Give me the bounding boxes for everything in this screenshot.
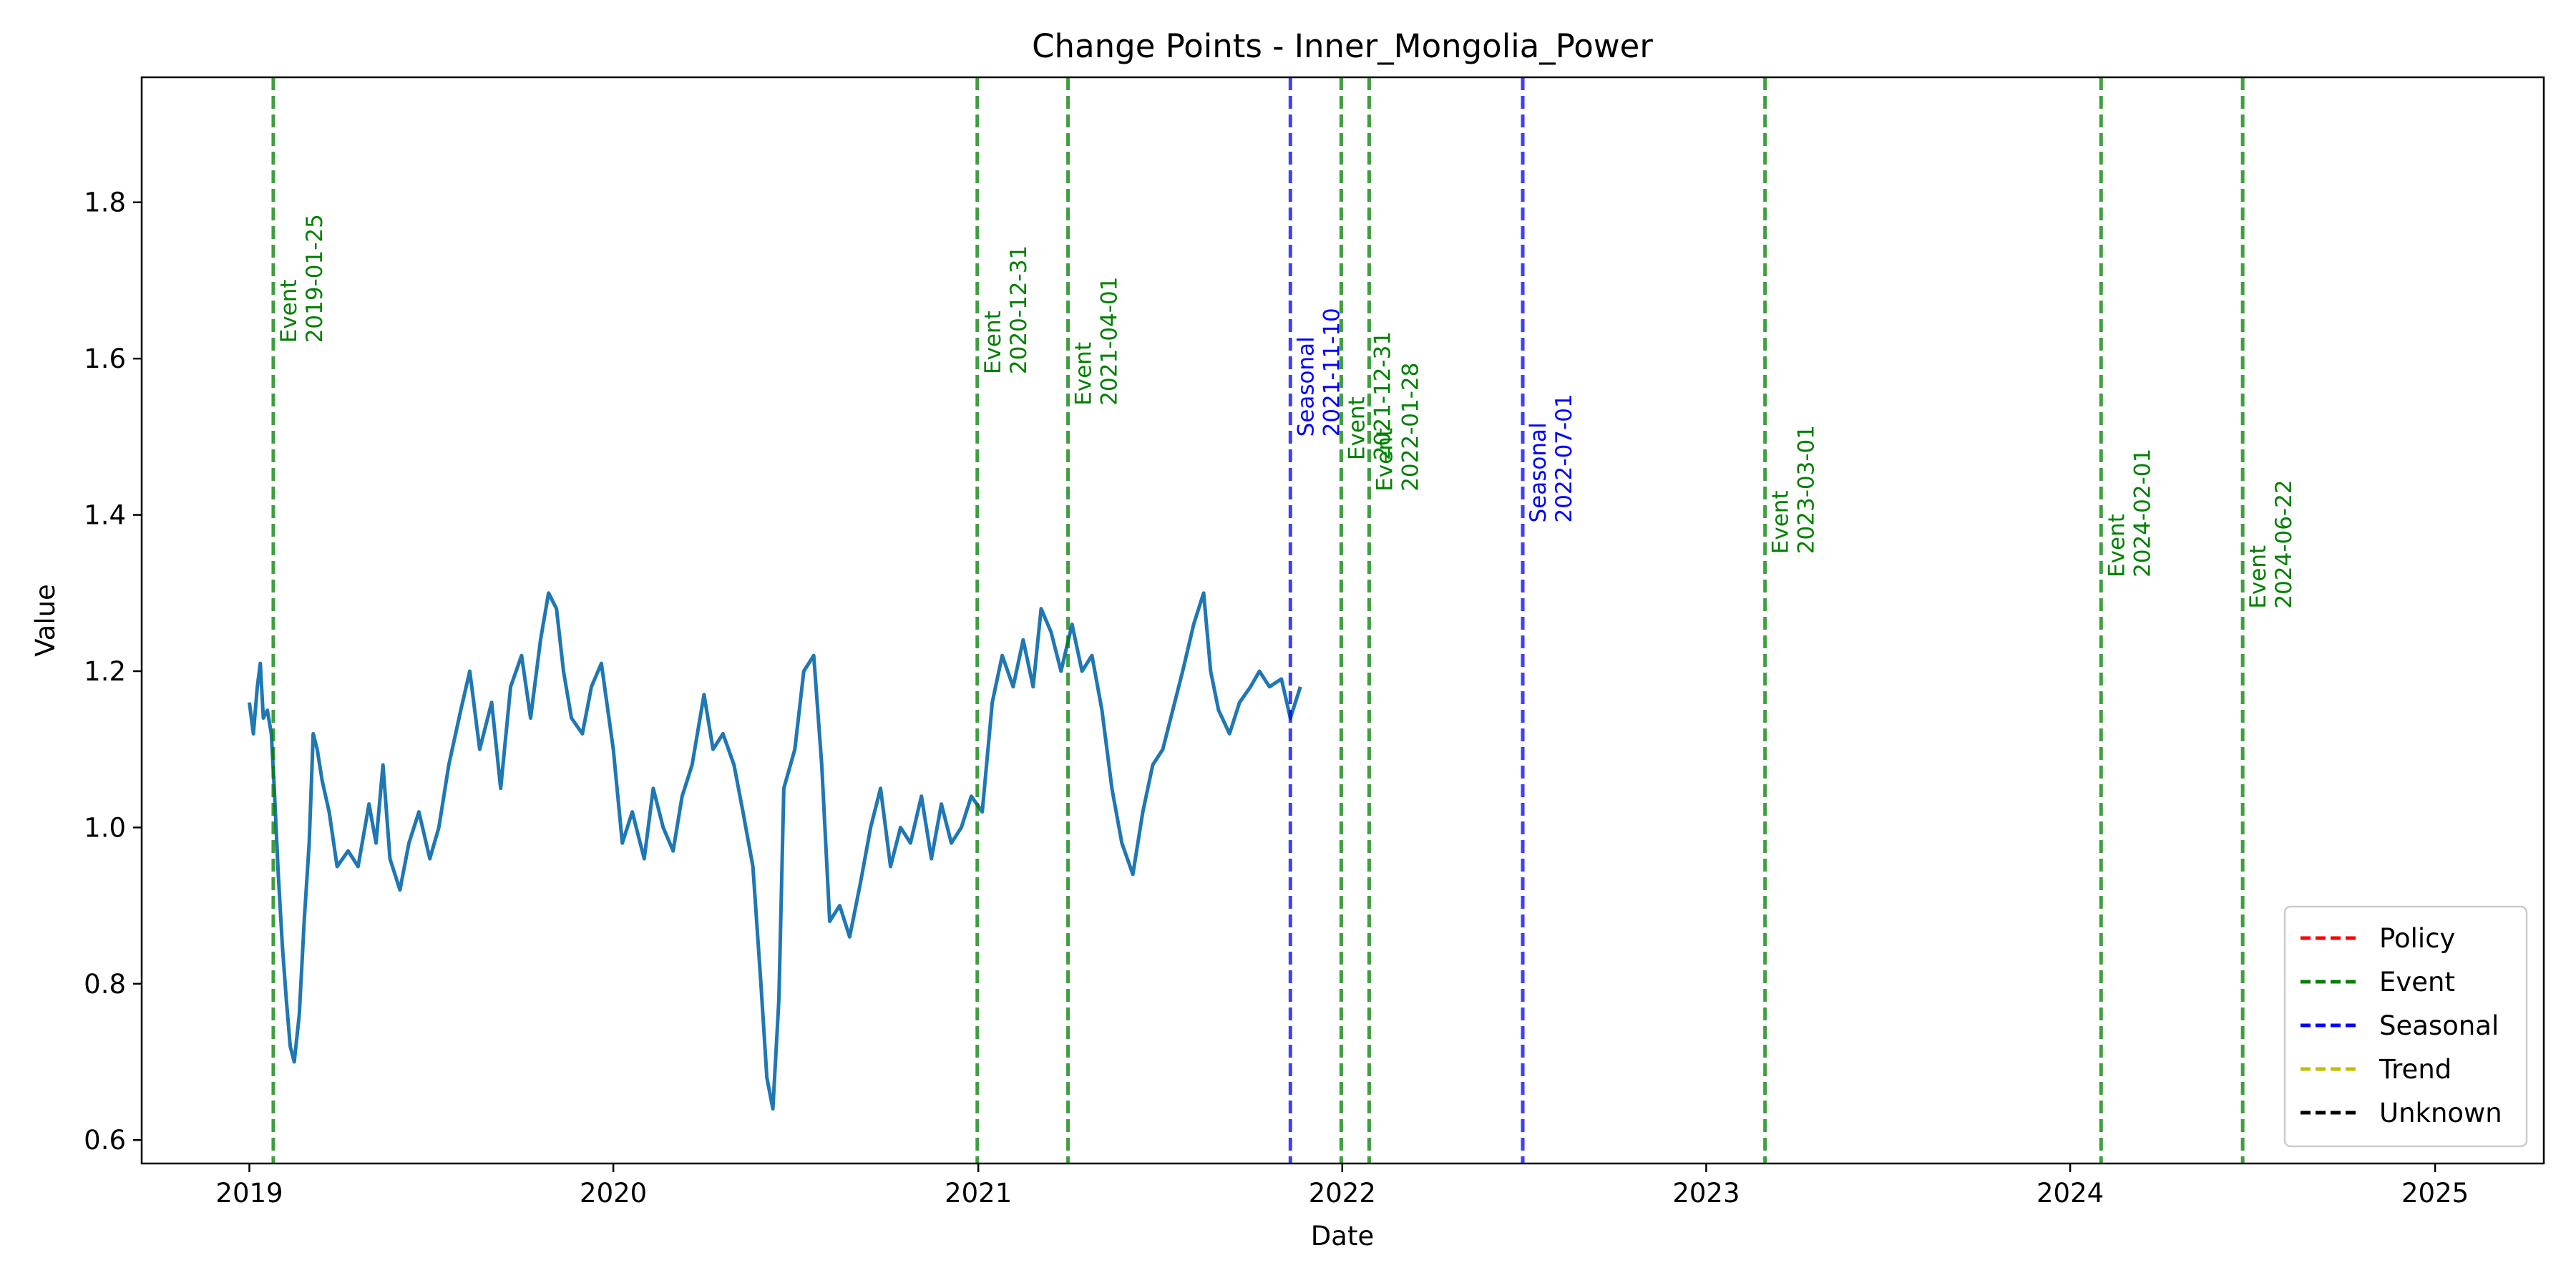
x-axis: 2019 2020 2021 2022 2023 2024 2025 — [215, 1163, 2469, 1209]
y-tick-label: 1.6 — [84, 343, 126, 374]
change-point-kind-label: Event — [980, 311, 1006, 374]
legend-entry-label: Unknown — [2379, 1098, 2502, 1128]
legend-entry-label: Seasonal — [2379, 1010, 2499, 1041]
legend-entry-label: Event — [2379, 967, 2455, 997]
chart-title: Change Points - Inner_Mongolia_Power — [1032, 27, 1653, 65]
y-tick-label: 1.0 — [84, 812, 126, 843]
y-axis-title: Value — [30, 584, 61, 657]
x-tick-label: 2024 — [2036, 1178, 2104, 1209]
series-layer — [248, 591, 1302, 1111]
change-point-date-label: 2021-12-31 — [1370, 331, 1395, 460]
x-tick-label: 2020 — [580, 1178, 647, 1209]
change-point-kind-label: Event — [2104, 514, 2129, 577]
change-point-date-label: 2022-07-01 — [1551, 394, 1577, 522]
change-point-kind-label: Event — [1071, 342, 1097, 406]
x-tick-label: 2022 — [1309, 1178, 1376, 1209]
y-axis: 0.6 0.8 1.0 1.2 1.4 1.6 1.8 — [84, 187, 142, 1156]
series-line — [248, 591, 1302, 1111]
change-point-date-label: 2024-06-22 — [2271, 479, 2297, 608]
y-tick-label: 1.4 — [84, 500, 126, 531]
change-point-date-label: 2019-01-25 — [302, 214, 328, 343]
x-tick-label: 2019 — [215, 1178, 283, 1209]
y-tick-label: 1.8 — [84, 187, 126, 218]
legend: Policy Event Seasonal Trend Unknown — [2283, 905, 2528, 1148]
x-tick-label: 2025 — [2401, 1178, 2469, 1209]
change-point-date-label: 2022-01-28 — [1397, 363, 1423, 492]
x-axis-title: Date — [1311, 1221, 1374, 1252]
change-point-kind-label: Event — [1344, 396, 1370, 460]
change-point-kind-label: Seasonal — [1293, 336, 1319, 436]
y-tick-label: 0.6 — [84, 1125, 126, 1156]
legend-box — [2283, 905, 2528, 1148]
change-point-date-label: 2023-03-01 — [1794, 425, 1820, 554]
change-point-kind-label: Event — [1372, 428, 1397, 492]
change-point-date-label: 2020-12-31 — [1006, 245, 1032, 374]
change-point-kind-label: Event — [276, 279, 302, 343]
change-point-date-label: 2021-04-01 — [1097, 277, 1123, 406]
x-tick-label: 2021 — [945, 1178, 1012, 1209]
y-tick-label: 0.8 — [84, 969, 126, 1000]
y-tick-label: 1.2 — [84, 656, 126, 687]
change-point-date-label: 2024-02-01 — [2129, 449, 2155, 577]
change-point-kind-label: Seasonal — [1526, 422, 1551, 522]
change-point-layer: Event 2019-01-25 Event 2020-12-31 Event 2021-… — [271, 77, 2297, 1163]
change-point-kind-label: Event — [1768, 490, 1794, 554]
legend-entry-label: Policy — [2379, 923, 2455, 954]
change-point-kind-label: Event — [2245, 545, 2271, 609]
legend-entry-label: Trend — [2379, 1054, 2451, 1085]
x-tick-label: 2023 — [1672, 1178, 1740, 1209]
